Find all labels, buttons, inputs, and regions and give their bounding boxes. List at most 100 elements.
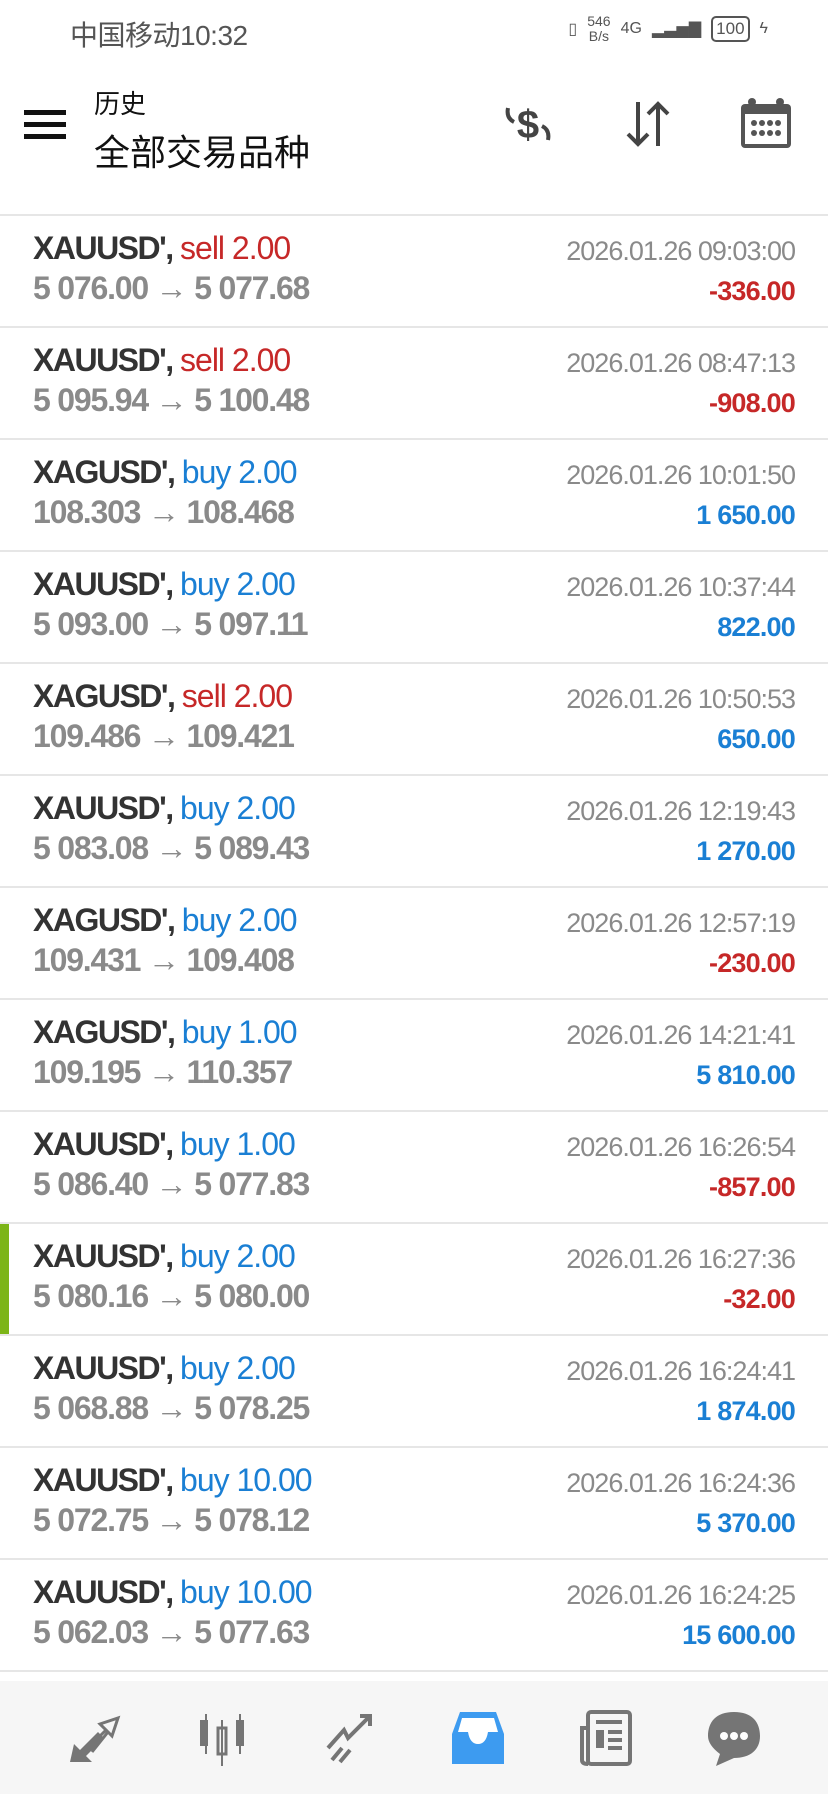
trade-title: XAUUSD', sell 2.00 [33,230,291,266]
trade-row[interactable]: XAUUSD', buy 1.00 5 086.40 → 5 077.83 2026… [0,1112,828,1224]
open-price: 5 095.94 [33,382,149,418]
trade-time: 2026.01.26 08:47:13 [566,348,796,378]
open-price: 109.195 [33,1054,141,1090]
page-title[interactable]: 全部交易品种 [94,132,311,173]
trade-row[interactable]: XAUUSD', buy 10.00 5 062.03 → 5 077.63 202… [0,1560,828,1672]
close-price: 5 078.12 [194,1502,310,1538]
chat-icon[interactable] [704,1708,764,1768]
trade-row[interactable]: XAUUSD', buy 2.00 5 083.08 → 5 089.43 2026… [0,776,828,888]
price-range: 109.431 → 109.408 [33,942,295,979]
arrow-icon: → [155,382,188,418]
arrow-icon: → [147,718,180,754]
close-price: 5 077.68 [194,270,310,306]
trade-row[interactable]: XAGUSD', buy 2.00 109.431 → 109.408 2026.0… [0,888,828,1000]
open-price: 5 076.00 [33,270,149,306]
trade-time: 2026.01.26 10:01:50 [566,460,796,490]
trade-title: XAUUSD', buy 10.00 [33,1574,313,1610]
symbol: XAUUSD' [33,1126,167,1162]
trade-row[interactable]: XAUUSD', buy 2.00 5 068.88 → 5 078.25 2026… [0,1336,828,1448]
status-bar: 中国移动10:32 ▯ 546 B/s 4G ▂▃▅▇ 100 ϟ [0,0,828,66]
symbol: XAGUSD' [33,454,169,490]
close-price: 5 080.00 [194,1278,310,1314]
battery-level: 100 [711,16,750,42]
trade-side: buy 10.00 [180,1462,313,1498]
trade-side: buy 2.00 [180,1350,296,1386]
price-range: 5 093.00 → 5 097.11 [33,606,309,643]
price-range: 5 072.75 → 5 078.12 [33,1502,310,1539]
network-type: 4G [620,20,642,37]
trade-profit: -908.00 [709,388,796,418]
trade-profit: -230.00 [709,948,796,978]
close-price: 5 100.48 [194,382,310,418]
clock: 10:32 [180,20,248,51]
currency-exchange-icon[interactable]: $ [500,96,556,152]
close-price: 5 089.43 [194,830,310,866]
open-price: 5 062.03 [33,1614,149,1650]
svg-text:$: $ [517,103,539,147]
trade-time: 2026.01.26 10:37:44 [566,572,796,602]
symbol: XAGUSD' [33,902,169,938]
trade-row[interactable]: XAUUSD', sell 2.00 5 076.00 → 5 077.68 202… [0,216,828,328]
symbol: XAUUSD' [33,1462,167,1498]
trade-side: sell 2.00 [182,678,293,714]
trade-time: 2026.01.26 16:26:54 [566,1132,796,1162]
arrow-icon: → [155,1614,188,1650]
system-icons: ▯ 546 B/s 4G ▂▃▅▇ 100 ϟ [568,14,768,44]
menu-icon[interactable] [24,110,66,140]
price-range: 109.195 → 110.357 [33,1054,293,1091]
trade-time: 2026.01.26 16:24:25 [566,1580,796,1610]
bottom-nav [0,1681,828,1794]
partial-row[interactable] [0,176,828,216]
selected-indicator [0,1224,9,1334]
sort-icon[interactable] [620,96,676,152]
arrow-icon: → [147,494,180,530]
trade-time: 2026.01.26 10:50:53 [566,684,796,714]
calendar-icon[interactable] [738,96,794,152]
price-range: 108.303 → 108.468 [33,494,295,531]
trade-time: 2026.01.26 09:03:00 [566,236,796,266]
side: sell [180,230,225,266]
trade-title: XAUUSD', buy 10.00 [33,1462,313,1498]
trade-profit: 5 370.00 [696,1508,796,1538]
trade-title: XAUUSD', buy 2.00 [33,1238,296,1274]
trade-icon[interactable] [320,1708,380,1768]
quotes-icon[interactable] [64,1708,124,1768]
trade-row[interactable]: XAGUSD', buy 1.00 109.195 → 110.357 2026.0… [0,1000,828,1112]
volume: 2.00 [236,1350,296,1386]
open-price: 108.303 [33,494,141,530]
volume: 2.00 [236,790,296,826]
chart-icon[interactable] [192,1708,252,1768]
trade-row[interactable]: XAGUSD', sell 2.00 109.486 → 109.421 2026.… [0,664,828,776]
trade-row[interactable]: XAUUSD', buy 10.00 5 072.75 → 5 078.12 202… [0,1448,828,1560]
symbol: XAGUSD' [33,1014,169,1050]
trade-row[interactable]: XAUUSD', sell 2.00 5 095.94 → 5 100.48 202… [0,328,828,440]
net-speed-unit: B/s [588,28,610,44]
price-range: 5 083.08 → 5 089.43 [33,830,310,867]
net-speed-value: 546 [587,13,611,29]
symbol: XAUUSD' [33,790,167,826]
trade-row[interactable]: XAGUSD', buy 2.00 108.303 → 108.468 2026.0… [0,440,828,552]
volume: 2.00 [238,902,297,938]
trade-time: 2026.01.26 16:24:36 [566,1468,796,1498]
trade-profit: 1 874.00 [696,1396,796,1426]
trade-time: 2026.01.26 16:24:41 [566,1356,796,1386]
trade-title: XAUUSD', buy 1.00 [33,1126,296,1162]
trade-title: XAUUSD', buy 2.00 [33,566,296,602]
trade-profit: 650.00 [717,724,796,754]
trade-title: XAUUSD', sell 2.00 [33,342,291,378]
history-icon[interactable] [448,1708,508,1768]
open-price: 5 086.40 [33,1166,149,1202]
open-price: 5 080.16 [33,1278,149,1314]
price-range: 5 095.94 → 5 100.48 [33,382,310,419]
trade-row[interactable]: XAUUSD', buy 2.00 5 080.16 → 5 080.00 2026… [0,1224,828,1336]
arrow-icon: → [155,1166,188,1202]
trade-profit: -336.00 [709,276,796,306]
trade-history-list[interactable]: XAUUSD', sell 2.00 5 076.00 → 5 077.68 202… [0,176,828,1681]
side: sell [180,342,225,378]
trade-side: sell 2.00 [180,342,291,378]
symbol: XAUUSD' [33,342,167,378]
volume: 1.00 [236,1126,296,1162]
trade-side: buy 10.00 [180,1574,313,1610]
trade-row[interactable]: XAUUSD', buy 2.00 5 093.00 → 5 097.11 2026… [0,552,828,664]
news-icon[interactable] [576,1708,636,1768]
